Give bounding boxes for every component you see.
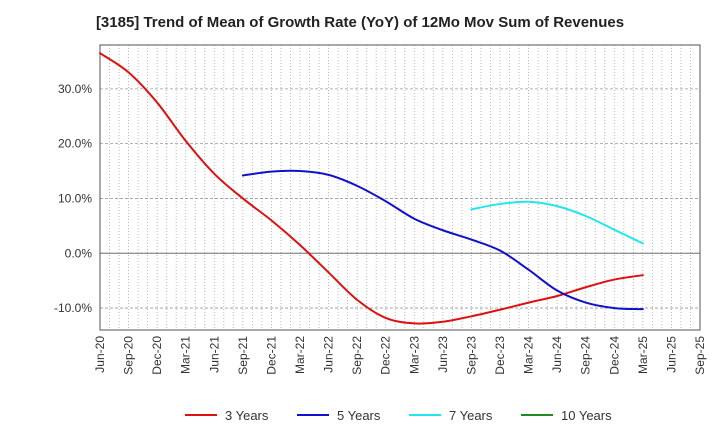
legend-label-10-years: 10 Years xyxy=(561,408,612,423)
x-tick-label: Jun-20 xyxy=(93,336,107,373)
x-tick-label: Dec-23 xyxy=(493,336,507,375)
x-tick-label: Mar-24 xyxy=(522,336,536,374)
x-tick-label: Jun-24 xyxy=(550,336,564,373)
y-tick-label: 0.0% xyxy=(65,246,93,260)
series-line-5-years xyxy=(241,169,644,311)
y-tick-label: -10.0% xyxy=(54,301,92,315)
series-line-7-years xyxy=(470,200,644,245)
y-tick-label: 20.0% xyxy=(58,137,92,151)
x-tick-label: Jun-25 xyxy=(664,336,678,373)
x-tick-label: Sep-20 xyxy=(122,336,136,375)
x-tick-label: Mar-22 xyxy=(293,336,307,374)
plot-frame xyxy=(99,44,701,331)
series-line-3-years xyxy=(99,52,644,325)
y-tick-label: 10.0% xyxy=(58,191,92,205)
chart-title: [3185] Trend of Mean of Growth Rate (YoY… xyxy=(95,14,625,31)
legend-label-3-years: 3 Years xyxy=(225,408,269,423)
x-tick-label: Dec-21 xyxy=(264,336,278,375)
x-tick-label: Sep-25 xyxy=(693,336,707,375)
x-tick-label: Sep-21 xyxy=(236,336,250,375)
x-tick-label: Sep-24 xyxy=(579,336,593,375)
x-tick-label: Mar-21 xyxy=(179,336,193,374)
x-tick-label: Sep-22 xyxy=(350,336,364,375)
y-tick-label: 30.0% xyxy=(58,82,92,96)
x-tick-label: Mar-25 xyxy=(636,336,650,374)
x-tick-label: Dec-22 xyxy=(379,336,393,375)
x-tick-label: Dec-20 xyxy=(150,336,164,375)
legend-label-5-years: 5 Years xyxy=(337,408,381,423)
x-tick-label: Mar-23 xyxy=(407,336,421,374)
x-tick-label: Sep-23 xyxy=(464,336,478,375)
x-tick-label: Jun-23 xyxy=(436,336,450,373)
x-tick-label: Dec-24 xyxy=(607,336,621,375)
x-tick-label: Jun-21 xyxy=(207,336,221,373)
legend-label-7-years: 7 Years xyxy=(449,408,493,423)
x-tick-label: Jun-22 xyxy=(322,336,336,373)
